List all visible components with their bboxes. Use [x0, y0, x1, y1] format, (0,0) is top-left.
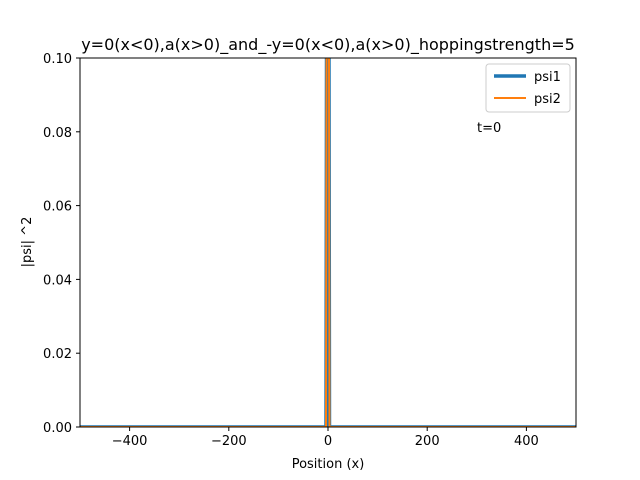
y-axis-label: |psi| ^2: [20, 217, 35, 268]
x-tick-label: −200: [211, 434, 247, 449]
y-tick-label: 0.08: [43, 126, 72, 141]
chart-title: y=0(x<0),a(x>0)_and_-y=0(x<0),a(x>0)_hop…: [81, 35, 575, 55]
x-tick-label: 400: [514, 434, 539, 449]
y-tick-label: 0.02: [43, 347, 72, 362]
x-tick-label: 200: [415, 434, 440, 449]
x-tick-label: −400: [112, 434, 148, 449]
y-tick-label: 0.04: [43, 273, 72, 288]
time-annotation: t=0: [477, 121, 501, 136]
legend: psi1 psi2: [485, 63, 571, 113]
y-axis-ticks: 0.00 0.02 0.04 0.06 0.08 0.10: [43, 52, 80, 436]
series-line-psi2: [80, 58, 576, 427]
plot-area: −400 −200 0 200 400 0.00 0.02 0.04 0.06 0.08 0.10: [43, 52, 577, 449]
y-tick-label: 0.00: [43, 421, 72, 436]
series-layer: [80, 58, 576, 427]
y-tick-label: 0.06: [43, 200, 72, 215]
x-axis-ticks: −400 −200 0 200 400: [112, 427, 539, 449]
legend-label-psi1: psi1: [534, 70, 561, 85]
x-tick-label: 0: [324, 434, 332, 449]
y-tick-label: 0.10: [43, 52, 72, 67]
legend-label-psi2: psi2: [534, 92, 561, 107]
x-axis-label: Position (x): [292, 457, 365, 472]
